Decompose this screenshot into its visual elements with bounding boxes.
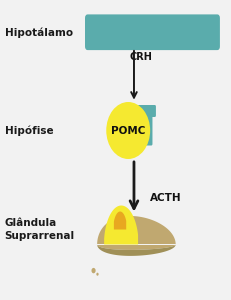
- Text: POMC: POMC: [111, 125, 145, 136]
- Polygon shape: [97, 244, 176, 256]
- Circle shape: [91, 268, 96, 273]
- Polygon shape: [114, 212, 126, 230]
- Text: Glândula
Suprarrenal: Glândula Suprarrenal: [5, 218, 75, 241]
- Polygon shape: [97, 216, 176, 250]
- Circle shape: [96, 273, 99, 276]
- FancyBboxPatch shape: [85, 14, 220, 50]
- Ellipse shape: [106, 102, 150, 159]
- Text: ACTH: ACTH: [150, 193, 182, 203]
- FancyBboxPatch shape: [141, 110, 152, 146]
- Text: CRH: CRH: [129, 52, 152, 62]
- Polygon shape: [104, 206, 138, 244]
- Text: Hipófise: Hipófise: [5, 125, 53, 136]
- FancyBboxPatch shape: [137, 105, 156, 117]
- Text: Hipotálamo: Hipotálamo: [5, 28, 73, 38]
